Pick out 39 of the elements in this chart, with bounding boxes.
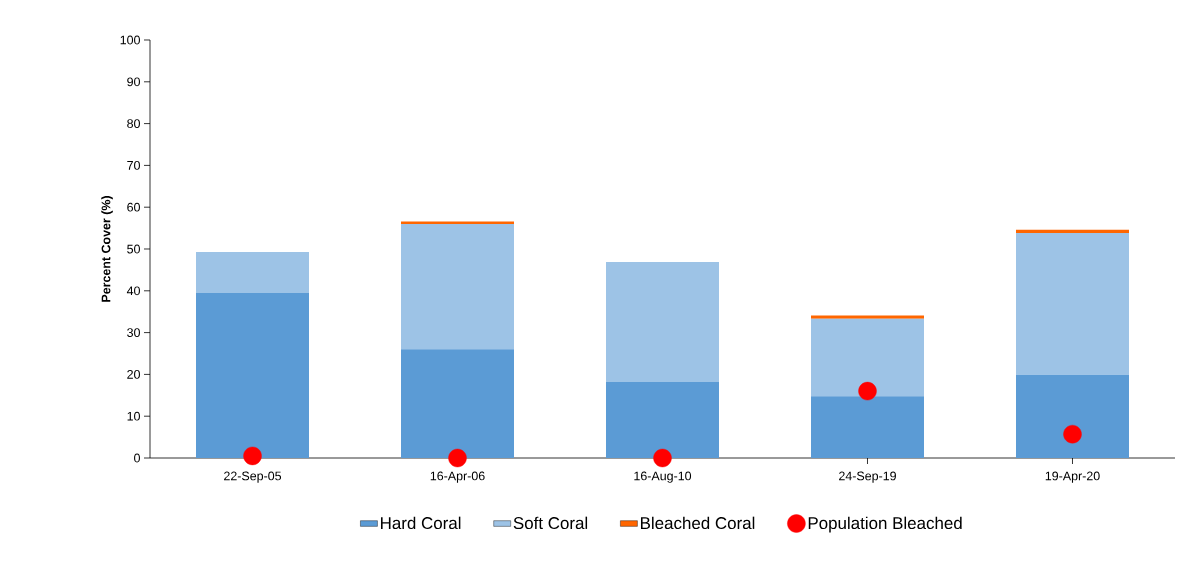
bar [606,261,719,382]
bar [606,381,719,458]
legend-label: Soft Coral [513,516,588,530]
y-tick-label: 90 [127,77,140,87]
legend-label: Population Bleached [808,516,962,533]
x-tick-label: 16-Aug-10 [634,471,692,483]
y-tick-label: 10 [127,411,140,421]
point [653,448,672,468]
y-tick-label: 80 [127,119,140,129]
bar [401,349,514,458]
legend-label: Bleached Coral [641,516,755,530]
bar [1016,374,1129,458]
point [858,381,877,401]
legend-label: Hard Coral [381,516,461,530]
point [1063,424,1082,444]
y-tick-label: 70 [127,161,140,170]
bar [811,315,924,319]
bar [401,221,514,224]
y-tick-label: 20 [127,370,140,379]
bar [811,318,924,397]
bar [1016,233,1129,375]
bar [811,396,924,458]
y-tick-label: 60 [127,202,140,212]
bar [196,292,309,458]
bar [196,251,309,293]
x-tick-label: 19-Apr-20 [1045,471,1100,483]
y-tick-label: 40 [126,286,140,296]
x-tick-label: 24-Sep-19 [839,471,896,483]
point [448,448,467,468]
x-tick-label: 22-Sep-05 [224,471,282,483]
bar [1016,229,1129,234]
y-tick-label: 30 [127,328,140,338]
y-tick-label: 0 [134,453,140,463]
point [243,446,262,466]
bar [401,223,514,350]
y-tick-label: 50 [127,244,140,254]
y-axis-title: Percent Cover (%) [101,196,113,302]
x-tick-label: 16-Apr-06 [430,471,485,483]
y-tick-label: 100 [120,35,140,45]
